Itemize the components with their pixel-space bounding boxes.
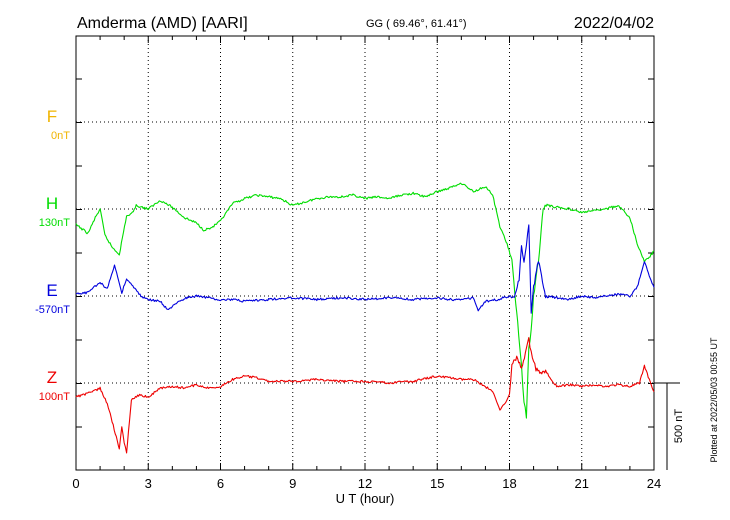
x-axis-ticks: 0 3 6 9 12 15 18 21 24	[72, 36, 661, 491]
x-tick-label: 3	[145, 476, 152, 491]
baseline-H: 130nT	[39, 217, 70, 229]
label-Z: Z	[47, 368, 57, 387]
label-F: F	[47, 107, 57, 126]
plot-date: 2022/04/02	[574, 15, 654, 32]
x-tick-label: 21	[575, 476, 589, 491]
baseline-E: -570nT	[35, 304, 70, 316]
y-axis-ticks	[76, 78, 654, 428]
series-line-Z	[75, 337, 655, 454]
baseline-Z: 100nT	[39, 391, 70, 403]
x-tick-label: 18	[502, 476, 516, 491]
station-title: Amderma (AMD) [AARI]	[77, 15, 248, 32]
plotted-at-note: Plotted at 2022/05/03 00:55 UT	[709, 337, 719, 463]
x-tick-label: 15	[430, 476, 444, 491]
series-layer	[75, 182, 655, 454]
x-tick-label: 9	[289, 476, 296, 491]
label-E: E	[46, 281, 57, 300]
series-line-H	[75, 182, 655, 419]
baseline-F: 0nT	[51, 130, 70, 142]
label-H: H	[46, 194, 58, 213]
x-tick-label: 0	[72, 476, 79, 491]
station-coords: GG ( 69.46°, 61.41°)	[366, 18, 467, 30]
x-tick-label: 12	[358, 476, 372, 491]
series-line-E	[75, 224, 655, 314]
x-tick-label: 24	[647, 476, 661, 491]
grid-lines	[76, 36, 654, 470]
x-axis-label: U T (hour)	[336, 491, 395, 506]
x-tick-label: 6	[217, 476, 224, 491]
scale-bar-label: 500 nT	[673, 409, 685, 444]
